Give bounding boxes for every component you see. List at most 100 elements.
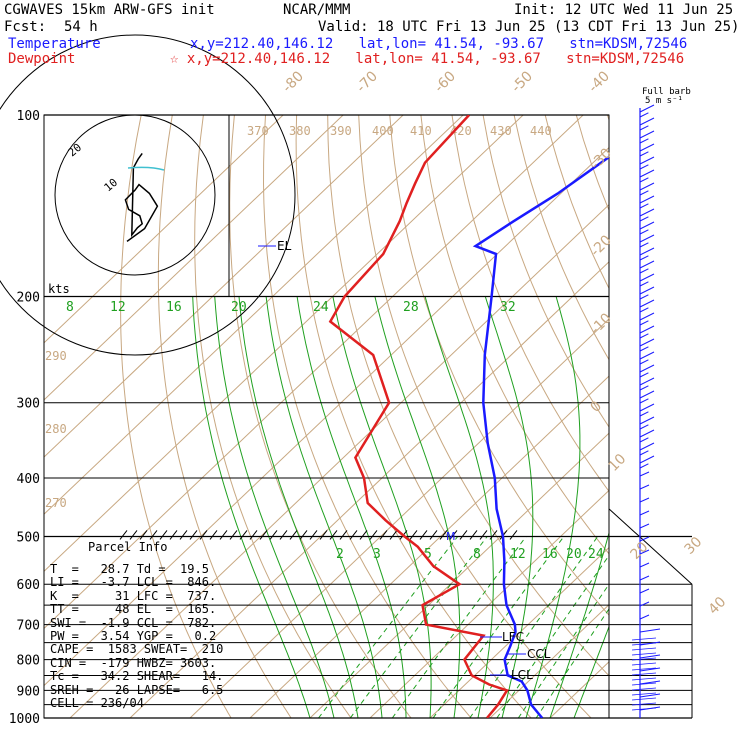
hatch-mark (369, 530, 378, 540)
wind-barb (639, 234, 655, 243)
pressure-tick-label: 200 (17, 291, 40, 306)
wind-barb (639, 320, 649, 326)
theta-label: 440 (530, 124, 552, 138)
pressure-tick-label: 100 (17, 109, 40, 124)
hatch-mark (219, 530, 228, 540)
wind-barb (639, 351, 655, 360)
hatch-mark (449, 530, 458, 540)
wind-barb (639, 403, 655, 412)
wind-barb (639, 390, 655, 399)
isotherm-line (670, 115, 740, 718)
wind-barb (639, 229, 649, 235)
init-time: Init: 12 UTC Wed 11 Jun 25 (514, 2, 734, 18)
ccl-label: CCL (527, 647, 551, 661)
isotherm-label: -10 (588, 310, 615, 337)
hatch-mark (339, 530, 348, 540)
hatch-mark (479, 530, 488, 540)
wind-barb (631, 657, 657, 661)
theta-label: 270 (45, 496, 67, 510)
dry-adiabat (482, 115, 609, 428)
hatch-mark (459, 530, 468, 540)
mixing-ratio-label: 24 (313, 300, 329, 315)
wind-barb (639, 117, 655, 126)
lfc-label: LFC (502, 630, 524, 644)
wind-barb (631, 667, 657, 671)
theta-label: 280 (45, 422, 67, 436)
hatch-mark (289, 530, 298, 540)
wind-barb (631, 692, 657, 696)
pressure-tick-label: 1000 (9, 712, 40, 727)
hatch-mark (259, 530, 268, 540)
wind-barb (639, 247, 655, 256)
hodograph-ring-label: 10 (102, 176, 121, 194)
wind-barb (639, 628, 661, 633)
theta-label: 430 (490, 124, 512, 138)
isotherm-line (429, 546, 609, 718)
wind-barb (639, 151, 649, 157)
wind-barb (631, 672, 657, 676)
wind-barb (639, 377, 655, 386)
hatch-mark (139, 530, 148, 540)
theta-label: 390 (330, 124, 352, 138)
barb-legend-title: Full barb (642, 87, 691, 97)
wind-barb (639, 312, 655, 321)
wind-barb (639, 654, 661, 659)
pressure-tick-label: 600 (17, 578, 40, 593)
dry-adiabat (638, 115, 740, 718)
wind-barb (639, 398, 649, 404)
mixing-ratio-label: 24 (588, 547, 604, 562)
wind-barb (639, 614, 650, 620)
isotherm-line (309, 432, 609, 718)
wind-barb (639, 281, 649, 287)
dry-adiabat (451, 115, 609, 493)
hatch-mark (239, 530, 248, 540)
dry-adiabat (701, 115, 740, 718)
wind-barb (639, 411, 649, 417)
wind-barb (639, 575, 650, 581)
valid-time: Valid: 18 UTC Fri 13 Jun 25 (13 CDT Fri … (318, 19, 740, 35)
mixing-ratio-label: 20 (566, 547, 582, 562)
wind-barb (639, 182, 655, 191)
wind-barb (639, 455, 655, 464)
temperature-location: x,y=212.40,146.12 lat,lon= 41.54, -93.67… (190, 36, 688, 52)
hatch-mark (269, 530, 278, 540)
isotherm-line (489, 603, 609, 718)
parcel-info-row: Tc = 34.2 SHEAR= 14. (50, 669, 224, 684)
wind-barb (639, 385, 649, 391)
hatch-mark (209, 530, 218, 540)
isotherm-line (189, 318, 609, 718)
wind-barb (639, 164, 649, 170)
hatch-mark (329, 530, 338, 540)
parcel-info-row: CELL = 236/04 (50, 696, 144, 710)
hatch-mark (179, 530, 188, 540)
wind-barb (639, 294, 649, 300)
theta-label: 400 (372, 124, 394, 138)
org-title: NCAR/MMM (283, 2, 351, 18)
hatch-mark (389, 530, 398, 540)
lcl-label: LCL (511, 668, 533, 682)
dry-adiabat (295, 115, 532, 718)
wind-barb (639, 203, 649, 209)
hatch-mark (319, 530, 328, 540)
hatch-mark (249, 530, 258, 540)
parcel-info-row: SWI = -1.9 CCL = 782. (50, 615, 217, 630)
hatch-mark (349, 530, 358, 540)
kts-label: kts (48, 282, 70, 296)
isotherm-line (44, 146, 609, 687)
hatch-mark (359, 530, 368, 540)
theta-label: 380 (289, 124, 311, 138)
mixing-ratio-label: 16 (542, 547, 558, 562)
wind-barb (639, 104, 655, 113)
fcst-label: Fcst: (4, 19, 47, 35)
wind-barb (639, 510, 650, 516)
dewpoint-profile (328, 115, 509, 718)
theta-label: 410 (410, 124, 432, 138)
wind-barb (639, 299, 655, 308)
wind-barb (639, 273, 655, 282)
wind-barb (639, 601, 650, 607)
wind-barb (639, 195, 655, 204)
wind-barb (639, 307, 649, 313)
hatch-mark (159, 530, 168, 540)
wind-barb (639, 125, 649, 131)
